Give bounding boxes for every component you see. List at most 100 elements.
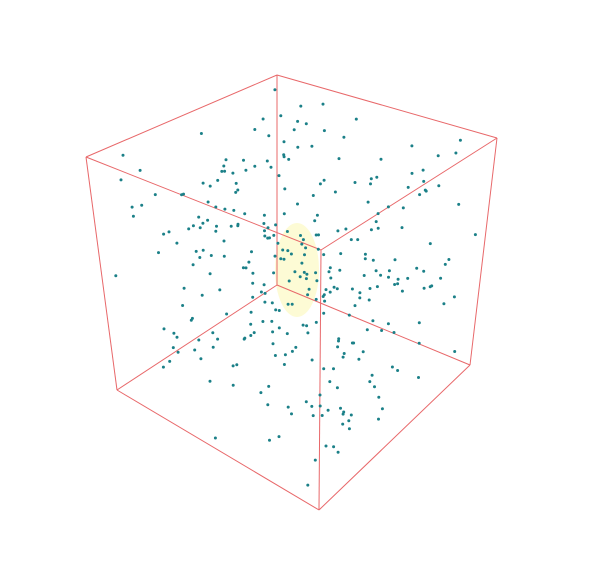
- point: [265, 159, 269, 163]
- point: [114, 274, 118, 278]
- point: [357, 357, 361, 361]
- highlight: [275, 223, 319, 317]
- cube-edge: [318, 249, 322, 511]
- cube-edge: [116, 389, 320, 511]
- point: [290, 302, 294, 306]
- point: [298, 275, 302, 279]
- point: [208, 379, 212, 383]
- point: [162, 327, 166, 331]
- point: [313, 458, 317, 462]
- point: [236, 188, 240, 192]
- point: [201, 221, 205, 225]
- point: [322, 367, 326, 371]
- point: [296, 202, 299, 206]
- point: [274, 223, 278, 227]
- point: [199, 132, 203, 135]
- point: [316, 247, 320, 251]
- point: [272, 271, 276, 275]
- point: [375, 285, 379, 289]
- point: [289, 252, 293, 256]
- point: [168, 359, 172, 363]
- point: [191, 263, 195, 267]
- point: [410, 144, 414, 148]
- point: [216, 337, 220, 341]
- point: [344, 227, 348, 231]
- point: [314, 233, 318, 237]
- point: [317, 233, 320, 237]
- point: [454, 151, 458, 155]
- point: [335, 386, 339, 390]
- point: [313, 219, 317, 223]
- point: [342, 352, 346, 355]
- point: [366, 200, 370, 204]
- point: [299, 234, 302, 237]
- point: [336, 229, 340, 233]
- point: [332, 367, 335, 371]
- point: [374, 269, 378, 273]
- point: [326, 408, 330, 412]
- point: [296, 145, 300, 149]
- point: [263, 291, 267, 295]
- point: [307, 287, 311, 291]
- point: [171, 346, 175, 350]
- point: [243, 212, 247, 216]
- point: [401, 206, 405, 210]
- point: [417, 376, 420, 379]
- point: [290, 349, 294, 353]
- point: [294, 345, 298, 349]
- point: [400, 226, 404, 230]
- point: [181, 304, 185, 307]
- point: [354, 117, 358, 121]
- point: [259, 290, 263, 294]
- point: [199, 357, 203, 361]
- point: [447, 258, 451, 261]
- point: [180, 193, 184, 197]
- point: [157, 251, 160, 255]
- point: [290, 412, 293, 416]
- point: [244, 168, 248, 172]
- point: [377, 417, 380, 421]
- point: [339, 252, 343, 256]
- point: [209, 254, 213, 257]
- point: [314, 271, 318, 275]
- point: [263, 229, 266, 233]
- point: [306, 293, 310, 297]
- point: [222, 239, 226, 243]
- point: [347, 313, 351, 317]
- point: [153, 193, 157, 197]
- point: [310, 358, 314, 362]
- point: [176, 350, 180, 354]
- point: [356, 238, 360, 242]
- point: [231, 383, 235, 387]
- point: [299, 104, 303, 108]
- point: [421, 168, 425, 172]
- point: [282, 363, 286, 366]
- point: [273, 354, 277, 357]
- point: [311, 414, 315, 418]
- point: [370, 373, 374, 377]
- point: [263, 300, 267, 304]
- point: [208, 184, 212, 188]
- point: [458, 138, 462, 142]
- point: [283, 187, 287, 191]
- point: [379, 273, 383, 277]
- point: [266, 403, 270, 407]
- point: [328, 266, 332, 270]
- point: [318, 393, 322, 397]
- point: [282, 257, 286, 261]
- point: [211, 345, 215, 349]
- point: [417, 341, 421, 345]
- point: [162, 232, 166, 236]
- point: [273, 254, 277, 258]
- point: [251, 295, 255, 299]
- point: [368, 287, 372, 290]
- point: [336, 345, 340, 349]
- point: [457, 202, 461, 206]
- point: [249, 334, 253, 337]
- point: [300, 242, 304, 246]
- point: [338, 268, 342, 272]
- point: [285, 332, 289, 336]
- point: [285, 230, 289, 233]
- point: [341, 355, 345, 359]
- point: [349, 238, 353, 242]
